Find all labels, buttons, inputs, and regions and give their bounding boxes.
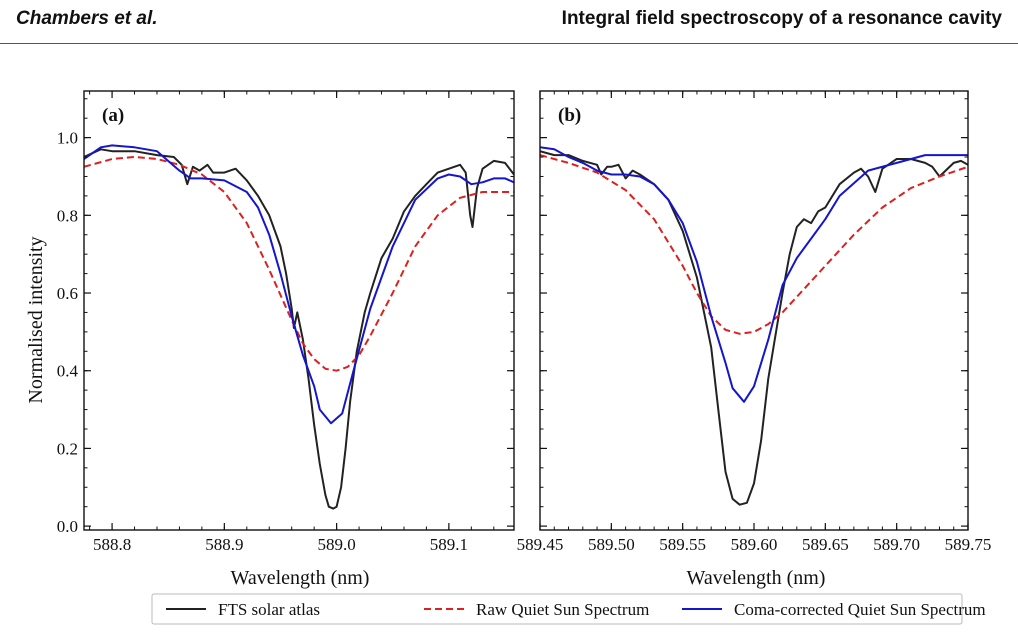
axes-frame-a	[83, 90, 515, 531]
series-line-b-0	[540, 150, 968, 506]
x-tick-label: 589.60	[731, 535, 778, 554]
series-line-a-2	[84, 144, 514, 425]
y-tick-label: 0.6	[57, 284, 78, 303]
y-tick-label: 0.8	[57, 206, 78, 225]
x-tick-label: 589.55	[659, 535, 706, 554]
y-tick-label: 0.4	[57, 362, 79, 381]
panel-a: 588.8 588.9 589.0 589.1 0.0 0.2 0.4 0.6 0.8 1.0 (a…	[57, 90, 515, 554]
y-tick-label: 1.0	[57, 129, 78, 148]
axes-frame-b	[539, 90, 969, 531]
header-authors: Chambers et al.	[16, 8, 158, 29]
legend-label-1: Raw Quiet Sun Spectrum	[476, 600, 649, 619]
y-tick-label: 0.2	[57, 439, 78, 458]
panel-label-a: (a)	[102, 105, 124, 126]
y-tick-label: 0.0	[57, 517, 78, 536]
x-axis-label-b: Wavelength (nm)	[687, 567, 826, 589]
series-line-b-2	[540, 146, 968, 403]
series-line-a-0	[84, 148, 514, 510]
series-line-b-1	[540, 154, 968, 335]
page-header: Chambers et al. Integral field spectrosc…	[0, 0, 1018, 44]
x-tick-label: 589.45	[517, 535, 564, 554]
legend: FTS solar atlas Raw Quiet Sun Spectrum Com…	[151, 593, 986, 625]
header-title: Integral field spectroscopy of a resonan…	[561, 8, 1002, 29]
x-tick-label: 588.8	[93, 535, 131, 554]
header-rule	[0, 43, 1018, 44]
legend-label-2: Coma-corrected Quiet Sun Spectrum	[734, 600, 986, 619]
x-tick-label: 589.65	[802, 535, 849, 554]
x-tick-label: 589.75	[945, 535, 992, 554]
y-axis-label: Normalised intensity	[25, 236, 47, 403]
x-tick-label: 589.50	[588, 535, 635, 554]
legend-box	[151, 593, 963, 625]
legend-label-0: FTS solar atlas	[218, 600, 320, 619]
x-tick-label: 589.1	[430, 535, 468, 554]
panel-b: 589.45 589.50 589.55 589.60 589.65 589.70 589.…	[517, 90, 992, 554]
x-tick-label: 589.0	[317, 535, 355, 554]
panel-label-b: (b)	[558, 105, 581, 126]
x-axis-label-a: Wavelength (nm)	[231, 567, 370, 589]
x-tick-label: 589.70	[873, 535, 920, 554]
x-tick-label: 588.9	[205, 535, 243, 554]
